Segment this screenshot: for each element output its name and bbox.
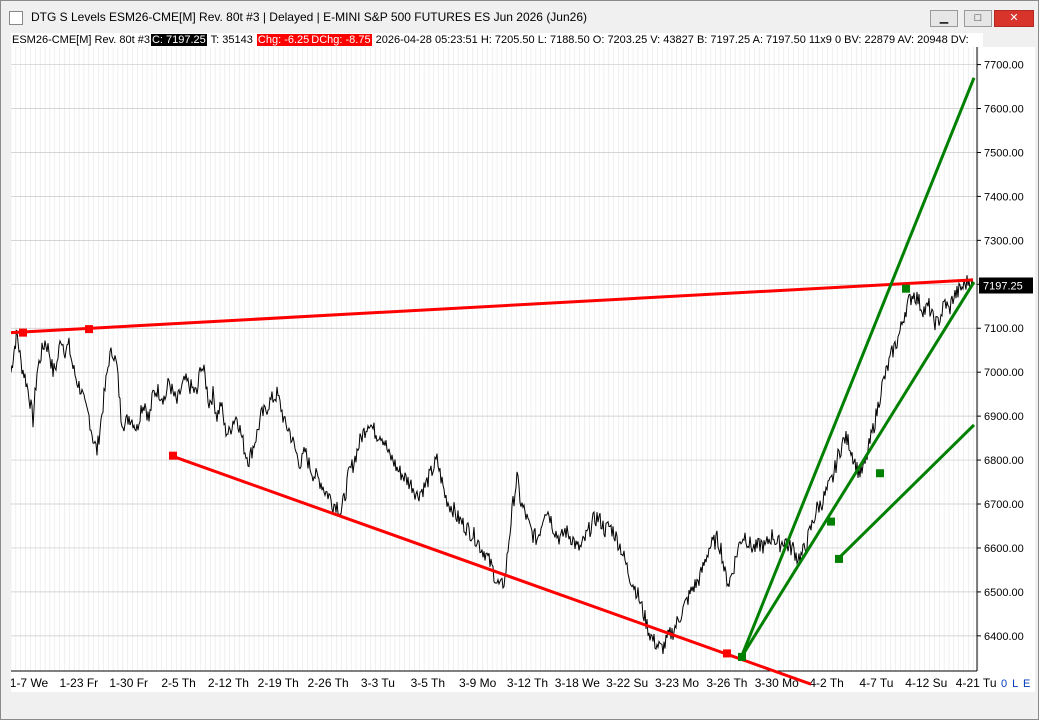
support-trendline [739,281,976,659]
title-bar[interactable]: DTG S Levels ESM26-CME[M] Rev. 80t #3 | … [1,1,1038,33]
y-tick-label: 7300.00 [984,235,1024,247]
y-tick-label: 6700.00 [984,499,1024,511]
resistance-trendline [10,278,974,335]
y-tick-label: 6600.00 [984,543,1024,555]
chart-area[interactable]: 7700.007600.007500.007400.007300.007200.… [10,47,1035,692]
x-tick-label: 2-19 Th [258,676,299,690]
x-tick-label: 1-7 We [11,676,49,690]
x-tick-label: 2-26 Th [308,676,349,690]
x-tick-label: 4-7 Tu [859,676,893,690]
ticks-label: T: 35143 [207,34,256,46]
change-badge: Chg: -6.25 [256,34,311,46]
window-title: DTG S Levels ESM26-CME[M] Rev. 80t #3 | … [31,10,588,24]
symbol-label: ESM26-CME[M] Rev. 80t #3 [12,34,150,46]
price-series-line [10,275,974,654]
y-tick-label: 6500.00 [984,587,1024,599]
x-tick-label: 1-23 Fr [60,676,99,690]
daily-change-badge: DChg: -8.75 [310,34,372,46]
x-tick-label: 4-12 Su [905,676,947,690]
close-button[interactable]: ✕ [994,10,1034,27]
x-tick-label: 4-2 Th [809,676,843,690]
minimize-button[interactable]: ▁ [930,10,958,27]
y-tick-label: 7400.00 [984,191,1024,203]
x-tick-label: 3-5 Th [411,676,445,690]
x-tick-label: 3-9 Mo [459,676,497,690]
red-pivot-marker [85,325,93,334]
price-axis-background [977,47,1035,692]
maximize-button[interactable]: □ [964,10,992,27]
current-price-tag [979,277,1033,294]
time-axis-background [11,671,977,692]
close-price-badge: C: 7197.25 [150,34,207,46]
y-tick-label: 6900.00 [984,411,1024,423]
green-pivot-marker [738,652,746,661]
support-trendline [739,77,976,659]
app-icon [9,11,23,25]
green-pivot-marker [835,554,843,563]
status-indicator[interactable]: 0 L E [999,678,1034,690]
price-chart[interactable]: 7700.007600.007500.007400.007300.007200.… [10,47,1035,692]
red-pivot-marker [19,328,27,337]
quote-details: 2026-04-28 05:23:51 H: 7205.50 L: 7188.5… [372,34,969,46]
y-tick-label: 7600.00 [984,104,1024,116]
support-trendline [835,423,976,561]
plot-background [11,47,977,671]
x-tick-label: 3-3 Tu [361,676,395,690]
current-price-label: 7197.25 [983,281,1023,293]
red-pivot-marker [723,649,731,658]
y-tick-label: 6800.00 [984,455,1024,467]
x-tick-label: 3-18 We [555,676,600,690]
green-pivot-marker [902,284,910,293]
x-tick-label: 3-12 Th [507,676,548,690]
resistance-trendline [170,454,812,686]
x-tick-label: 3-23 Mo [655,676,699,690]
y-tick-label: 6400.00 [984,631,1024,643]
x-tick-label: 2-5 Th [161,676,195,690]
green-pivot-marker [827,517,835,526]
x-tick-label: 1-30 Fr [109,676,148,690]
green-pivot-marker [876,469,884,478]
y-tick-label: 7700.00 [984,60,1024,72]
y-tick-label: 7500.00 [984,147,1024,159]
x-tick-label: 4-21 Tu [956,676,997,690]
y-tick-label: 7100.00 [984,323,1024,335]
x-tick-label: 3-30 Mo [755,676,799,690]
y-tick-label: 7000.00 [984,367,1024,379]
x-tick-label: 3-26 Th [706,676,747,690]
quote-info-bar: ESM26-CME[M] Rev. 80t #3 C: 7197.25 T: 35… [11,33,983,47]
x-tick-label: 2-12 Th [208,676,249,690]
x-tick-label: 3-22 Su [606,676,648,690]
red-pivot-marker [169,451,177,460]
